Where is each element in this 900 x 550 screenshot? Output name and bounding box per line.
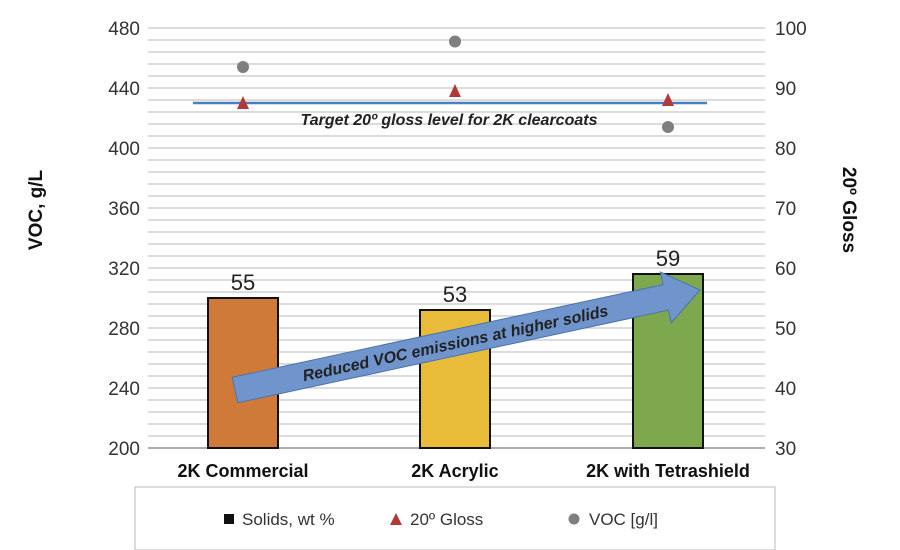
legend-marker-gloss (390, 513, 402, 525)
legend-marker-solids (224, 514, 234, 524)
right-axis-ticks: 30 40 50 60 70 80 90 100 (775, 19, 807, 460)
scatter-points (237, 35, 674, 133)
legend-label-solids: Solids, wt % (242, 510, 335, 529)
bar-data-label: 59 (656, 246, 680, 271)
right-tick-label: 80 (775, 139, 796, 160)
gloss-point (449, 84, 461, 97)
left-tick-label: 280 (108, 319, 140, 340)
bar-data-label: 53 (443, 282, 467, 307)
right-tick-label: 100 (775, 19, 807, 40)
right-tick-label: 40 (775, 379, 796, 400)
left-tick-label: 440 (108, 79, 140, 100)
bar-data-label: 55 (231, 270, 255, 295)
right-tick-label: 60 (775, 259, 796, 280)
gloss-point (662, 93, 674, 106)
target-line-label: Target 20º gloss level for 2K clearcoats (301, 112, 598, 129)
y2-axis-title: 20º Gloss (838, 167, 859, 253)
left-tick-label: 400 (108, 139, 140, 160)
gloss-point (237, 96, 249, 109)
legend-label-gloss: 20º Gloss (410, 510, 483, 529)
left-tick-label: 360 (108, 199, 140, 220)
legend-box (134, 486, 776, 550)
legend: Solids, wt % 20º Gloss VOC [g/l] (134, 486, 776, 550)
left-tick-label: 200 (108, 439, 140, 460)
left-axis-ticks: 200 240 280 320 360 400 440 480 (108, 19, 140, 460)
category-label: 2K Commercial (177, 461, 308, 481)
category-labels: 2K Commercial 2K Acrylic 2K with Tetrashie… (177, 461, 749, 481)
category-label: 2K Acrylic (411, 461, 498, 481)
right-tick-label: 70 (775, 199, 796, 220)
right-tick-label: 30 (775, 439, 796, 460)
legend-marker-voc (568, 513, 580, 525)
target-line-group: Target 20º gloss level for 2K clearcoats (193, 101, 707, 129)
right-tick-label: 90 (775, 79, 796, 100)
left-tick-label: 320 (108, 259, 140, 280)
arrow-shape (231, 271, 701, 404)
voc-point (449, 35, 461, 48)
voc-point (662, 121, 674, 133)
y-axis-title: VOC, g/L (26, 170, 47, 251)
right-tick-label: 50 (775, 319, 796, 340)
voc-point (237, 61, 249, 73)
left-tick-label: 240 (108, 379, 140, 400)
legend-label-voc: VOC [g/l] (589, 510, 658, 529)
category-label: 2K with Tetrashield (586, 461, 750, 481)
bar-data-labels: 55 53 59 (231, 246, 680, 307)
left-tick-label: 480 (108, 19, 140, 40)
